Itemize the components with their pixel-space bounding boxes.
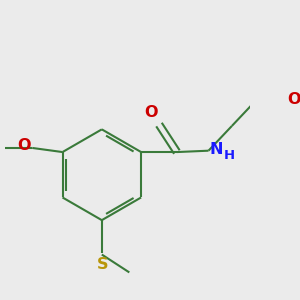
Text: O: O	[287, 92, 300, 107]
Text: H: H	[224, 149, 235, 162]
Text: N: N	[210, 142, 224, 157]
Text: O: O	[144, 105, 158, 120]
Text: O: O	[17, 138, 31, 153]
Text: S: S	[97, 257, 108, 272]
